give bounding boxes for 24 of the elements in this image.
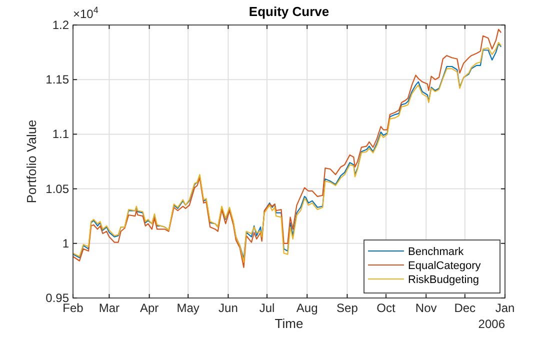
x-tick-label: Nov xyxy=(415,301,437,315)
y-tick-label: 1.05 xyxy=(46,182,70,196)
x-tick-label: Dec xyxy=(454,301,476,315)
x-axis-title: Time xyxy=(274,316,304,331)
x-tick-label: Apr xyxy=(140,301,159,315)
x-tick-label: Sep xyxy=(336,301,358,315)
y-tick-label: 1.15 xyxy=(46,72,70,87)
y-tick-label: 1.1 xyxy=(52,127,70,142)
legend-label: RiskBudgeting xyxy=(408,274,479,286)
x-tick-label: Jul xyxy=(259,301,275,315)
x-tick-label: May xyxy=(176,301,200,315)
x-tick-label: Oct xyxy=(376,301,396,315)
x-tick-label: Jun xyxy=(218,301,238,315)
x-tick-label: Aug xyxy=(296,301,318,315)
text: 2006 xyxy=(478,317,506,331)
legend-label: EqualCategory xyxy=(408,260,482,272)
y-axis-title: Portfolio Value xyxy=(24,120,39,204)
x-tick-label: Jan xyxy=(495,301,515,315)
y-tick-label: 1.2 xyxy=(52,18,70,32)
chart-title: Equity Curve xyxy=(248,4,330,19)
legend-label: Benchmark xyxy=(408,246,464,258)
x-tick-label: Mar xyxy=(98,301,120,315)
text: ×10$^{4}$ xyxy=(73,5,98,21)
y-tick-label: 1 xyxy=(62,236,70,250)
